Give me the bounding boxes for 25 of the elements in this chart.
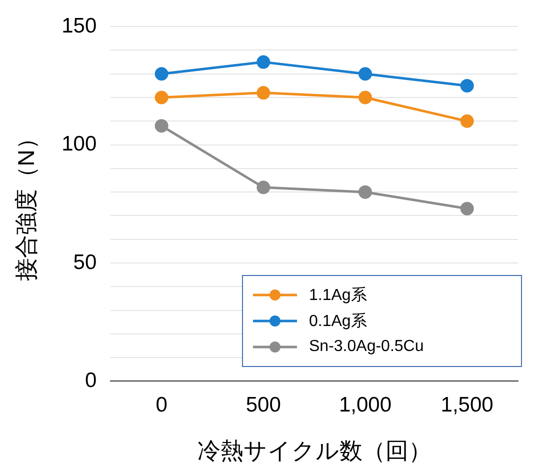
x-tick-label: 1,000 — [338, 394, 392, 417]
y-axis-title: 接合強度（N） — [13, 126, 40, 282]
y-tick-label: 150 — [62, 14, 97, 38]
point — [358, 67, 372, 81]
point — [358, 185, 372, 199]
y-tick-label: 50 — [73, 250, 97, 274]
legend-label: 1.1Ag系 — [309, 286, 367, 306]
point — [256, 180, 270, 194]
legend-label: 0.1Ag系 — [309, 312, 367, 332]
point — [256, 86, 270, 100]
point — [256, 55, 270, 69]
point — [154, 90, 168, 104]
point — [358, 90, 372, 104]
legend-label: Sn-3.0Ag-0.5Cu — [309, 338, 424, 356]
x-tick-label: 500 — [246, 394, 281, 417]
point — [460, 78, 474, 92]
x-tick-label: 1,500 — [440, 394, 494, 417]
x-tick-label: 0 — [156, 394, 168, 417]
x-axis-title: 冷熱サイクル数（回） — [197, 438, 432, 464]
y-tick-label: 100 — [62, 132, 97, 156]
y-tick-label: 0 — [84, 368, 97, 392]
point — [154, 119, 168, 133]
point — [460, 202, 474, 216]
point — [154, 67, 168, 81]
point — [460, 114, 474, 128]
